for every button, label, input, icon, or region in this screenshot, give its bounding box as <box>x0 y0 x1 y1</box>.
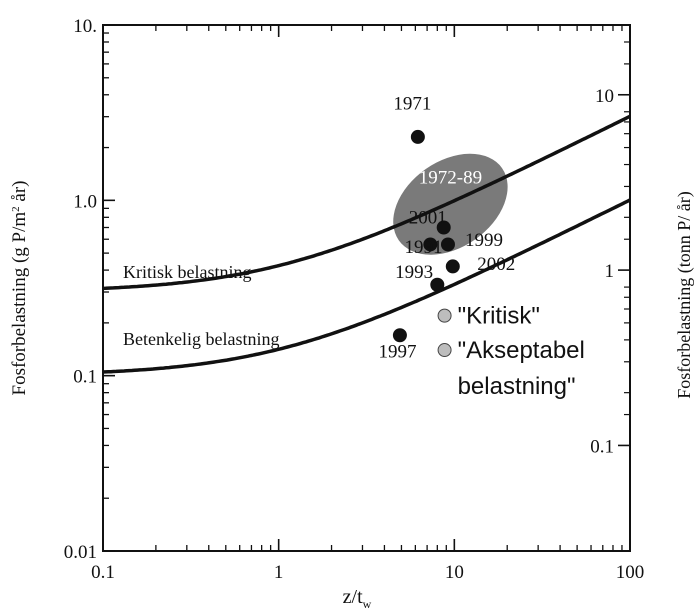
x-tick-label-100: 100 <box>616 562 645 583</box>
marker-1 <box>437 343 452 358</box>
point-1999 <box>440 237 455 252</box>
curve-betenkelig <box>102 198 631 374</box>
point-label-2001: 2001 <box>409 207 447 228</box>
plot-frame <box>102 24 631 552</box>
axes: 0.1 1 10 1000.010.11.010.0.1110z/twFosforbe… <box>9 16 695 610</box>
y-axis-label-main: Fosforbelastning (g P/m <box>9 212 30 396</box>
marker-0 <box>437 308 452 323</box>
curve-label-betenkelig: Betenkelig belastning <box>123 329 279 349</box>
point-label-1991: 1991 <box>404 237 442 258</box>
frame <box>102 24 631 552</box>
x-tick-label-1: 1 <box>274 562 284 583</box>
plot-area: 1972-89 Kritisk belastning Betenkelig bela… <box>102 93 631 400</box>
x-axis-label-main: z/t <box>343 586 363 608</box>
x-axis-label: z/tw <box>343 586 372 610</box>
point-label-1993: 1993 <box>395 262 433 283</box>
marker-label-1: "Akseptabel <box>458 337 585 364</box>
y-axis-label-left: Fosforbelastning (g P/m2 år) <box>9 180 30 395</box>
point-2001 <box>436 220 451 235</box>
x-axis-label-sub: w <box>363 597 372 610</box>
point-1971 <box>410 129 425 144</box>
point-label-1997: 1997 <box>378 341 416 362</box>
curve-label-kritisk: Kritisk belastning <box>123 262 252 282</box>
point-label-1999: 1999 <box>465 230 503 251</box>
point-1991 <box>423 237 438 252</box>
y-axis-label-tail: år) <box>9 180 30 206</box>
x-tick-label-0.1: 0.1 <box>91 562 115 583</box>
x-tick-label-10: 10 <box>445 562 464 583</box>
ellipse-label: 1972-89 <box>419 167 482 188</box>
point-2002 <box>445 259 460 274</box>
y-axis-label-sup: 2 <box>10 206 22 212</box>
y-tick-label-0.01: 0.01 <box>64 542 97 563</box>
y-axis-label-right: Fosforbelastning (tonn P/ år) <box>674 191 695 398</box>
y-right-tick-label-0.1: 0.1 <box>590 436 614 457</box>
marker-label-1-line2: belastning" <box>458 373 576 400</box>
point-1997 <box>392 328 407 343</box>
y-right-tick-label-1: 1 <box>605 261 615 282</box>
y-right-tick-label-10: 10 <box>595 86 614 107</box>
y-tick-label-0.1: 0.1 <box>73 367 97 388</box>
point-label-1971: 1971 <box>393 93 431 114</box>
curve-kritisk <box>102 114 631 291</box>
y-tick-label-10.: 10. <box>73 16 97 37</box>
point-1993 <box>430 277 445 292</box>
marker-label-0: "Kritisk" <box>458 303 540 330</box>
point-label-2002: 2002 <box>477 254 515 275</box>
y-tick-label-1.0: 1.0 <box>73 191 97 212</box>
